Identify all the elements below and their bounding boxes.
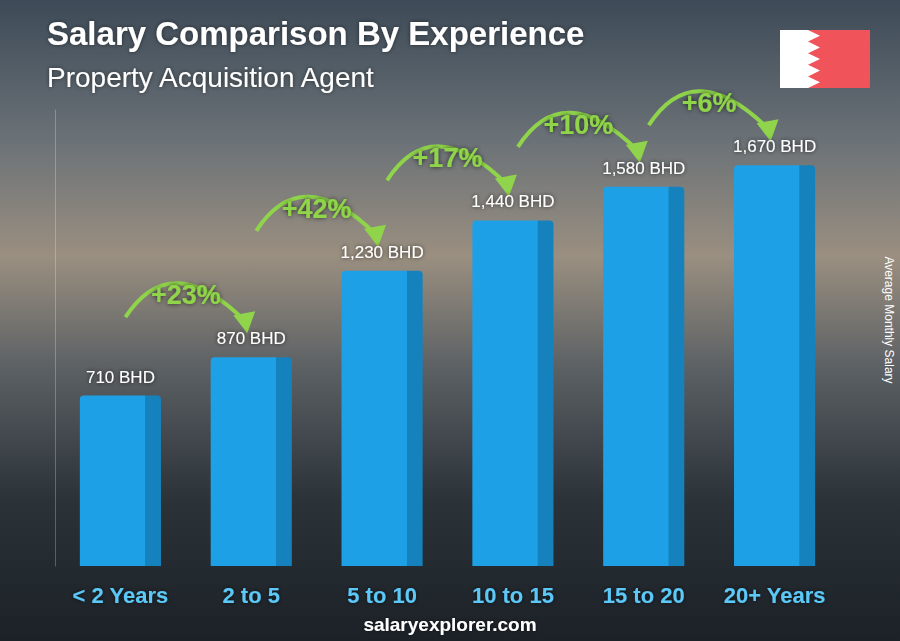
svg-text:1,580 BHD: 1,580 BHD (602, 159, 685, 178)
svg-text:1,670 BHD: 1,670 BHD (733, 137, 816, 156)
svg-text:Property Acquisition Agent: Property Acquisition Agent (47, 62, 374, 93)
svg-text:10 to 15: 10 to 15 (472, 583, 554, 608)
svg-text:+17%: +17% (413, 143, 483, 173)
svg-text:1,230 BHD: 1,230 BHD (340, 243, 423, 262)
svg-text:870 BHD: 870 BHD (217, 329, 286, 348)
svg-text:5 to 10: 5 to 10 (347, 583, 417, 608)
svg-text:2 to 5: 2 to 5 (223, 583, 280, 608)
svg-text:Average Monthly Salary: Average Monthly Salary (882, 256, 896, 383)
svg-text:710 BHD: 710 BHD (86, 368, 155, 387)
svg-text:1,440 BHD: 1,440 BHD (471, 192, 554, 211)
svg-text:+10%: +10% (543, 110, 613, 140)
svg-text:20+ Years: 20+ Years (724, 583, 826, 608)
svg-text:salaryexplorer.com: salaryexplorer.com (363, 614, 536, 635)
svg-text:< 2 Years: < 2 Years (73, 583, 169, 608)
svg-text:+6%: +6% (682, 88, 737, 118)
svg-text:Salary Comparison By Experienc: Salary Comparison By Experience (47, 15, 584, 52)
svg-text:+42%: +42% (282, 194, 352, 224)
svg-text:15 to 20: 15 to 20 (603, 583, 685, 608)
svg-text:+23%: +23% (151, 280, 221, 310)
